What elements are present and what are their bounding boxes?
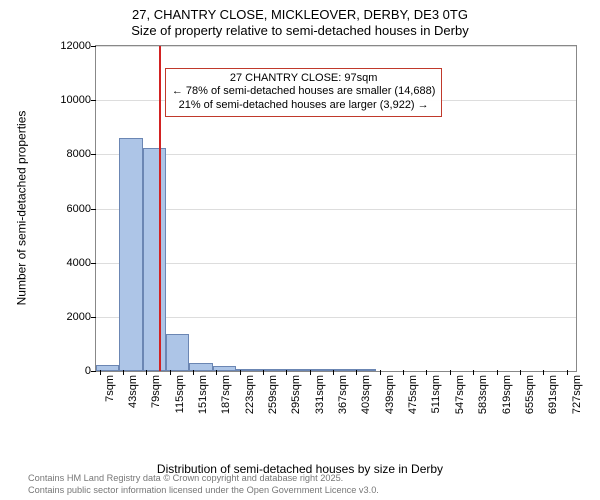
xtick-mark bbox=[310, 370, 311, 375]
xtick-label: 7sqm bbox=[104, 375, 116, 402]
xtick-label: 79sqm bbox=[150, 375, 162, 408]
xtick-label: 259sqm bbox=[267, 375, 279, 414]
ytick-label: 8000 bbox=[67, 148, 91, 160]
footer-line2: Contains public sector information licen… bbox=[28, 485, 379, 497]
reference-line bbox=[159, 46, 161, 371]
ytick-label: 6000 bbox=[67, 203, 91, 215]
gridline bbox=[96, 154, 576, 155]
xtick-mark bbox=[146, 370, 147, 375]
xtick-mark bbox=[543, 370, 544, 375]
xtick-mark bbox=[333, 370, 334, 375]
xtick-label: 511sqm bbox=[430, 375, 442, 413]
xtick-label: 439sqm bbox=[384, 375, 396, 414]
xtick-mark bbox=[100, 370, 101, 375]
xtick-mark bbox=[356, 370, 357, 375]
annotation-box: 27 CHANTRY CLOSE: 97sqm← 78% of semi-det… bbox=[165, 68, 443, 117]
chart-title-line1: 27, CHANTRY CLOSE, MICKLEOVER, DERBY, DE… bbox=[0, 7, 600, 23]
xtick-mark bbox=[520, 370, 521, 375]
xtick-mark bbox=[473, 370, 474, 375]
xtick-label: 187sqm bbox=[220, 375, 232, 414]
xtick-mark bbox=[497, 370, 498, 375]
xtick-label: 475sqm bbox=[407, 375, 419, 414]
chart: 02000400060008000100001200027 CHANTRY CL… bbox=[55, 45, 575, 420]
xtick-mark bbox=[567, 370, 568, 375]
ytick-mark bbox=[91, 209, 96, 210]
ytick-label: 2000 bbox=[67, 311, 91, 323]
histogram-bar bbox=[166, 334, 189, 371]
xtick-mark bbox=[263, 370, 264, 375]
chart-title-block: 27, CHANTRY CLOSE, MICKLEOVER, DERBY, DE… bbox=[0, 0, 600, 40]
xtick-mark bbox=[380, 370, 381, 375]
xtick-label: 691sqm bbox=[547, 375, 559, 414]
ytick-label: 0 bbox=[85, 365, 91, 377]
plot-area: 02000400060008000100001200027 CHANTRY CL… bbox=[95, 45, 577, 372]
xtick-mark bbox=[216, 370, 217, 375]
ytick-label: 4000 bbox=[67, 257, 91, 269]
xtick-label: 223sqm bbox=[244, 375, 256, 414]
xtick-mark bbox=[286, 370, 287, 375]
xtick-label: 115sqm bbox=[174, 375, 186, 413]
xtick-mark bbox=[170, 370, 171, 375]
footer: Contains HM Land Registry data © Crown c… bbox=[28, 473, 379, 496]
chart-title-line2: Size of property relative to semi-detach… bbox=[0, 23, 600, 39]
xtick-label: 331sqm bbox=[314, 375, 326, 414]
ytick-mark bbox=[91, 317, 96, 318]
xtick-mark bbox=[450, 370, 451, 375]
xtick-mark bbox=[403, 370, 404, 375]
xtick-label: 583sqm bbox=[477, 375, 489, 414]
xtick-label: 727sqm bbox=[571, 375, 583, 414]
xtick-mark bbox=[193, 370, 194, 375]
xtick-label: 403sqm bbox=[360, 375, 372, 414]
ytick-label: 10000 bbox=[60, 94, 91, 106]
xtick-label: 619sqm bbox=[501, 375, 513, 414]
y-axis-title: Number of semi-detached properties bbox=[13, 45, 29, 370]
ytick-mark bbox=[91, 154, 96, 155]
annotation-line3: 21% of semi-detached houses are larger (… bbox=[172, 99, 436, 113]
gridline bbox=[96, 46, 576, 47]
histogram-bar bbox=[119, 138, 142, 371]
ytick-label: 12000 bbox=[60, 40, 91, 52]
annotation-line1: 27 CHANTRY CLOSE: 97sqm bbox=[172, 72, 436, 86]
xtick-label: 295sqm bbox=[290, 375, 302, 414]
gridline bbox=[96, 263, 576, 264]
xtick-mark bbox=[426, 370, 427, 375]
xtick-label: 367sqm bbox=[337, 375, 349, 414]
xtick-label: 151sqm bbox=[197, 375, 209, 414]
xtick-mark bbox=[123, 370, 124, 375]
footer-line1: Contains HM Land Registry data © Crown c… bbox=[28, 473, 379, 485]
gridline bbox=[96, 209, 576, 210]
histogram-bar bbox=[143, 148, 166, 371]
ytick-mark bbox=[91, 371, 96, 372]
xtick-label: 43sqm bbox=[127, 375, 139, 408]
ytick-mark bbox=[91, 263, 96, 264]
annotation-line2: ← 78% of semi-detached houses are smalle… bbox=[172, 85, 436, 99]
ytick-mark bbox=[91, 46, 96, 47]
xtick-label: 547sqm bbox=[454, 375, 466, 414]
xtick-label: 655sqm bbox=[524, 375, 536, 414]
xtick-mark bbox=[240, 370, 241, 375]
ytick-mark bbox=[91, 100, 96, 101]
gridline bbox=[96, 317, 576, 318]
